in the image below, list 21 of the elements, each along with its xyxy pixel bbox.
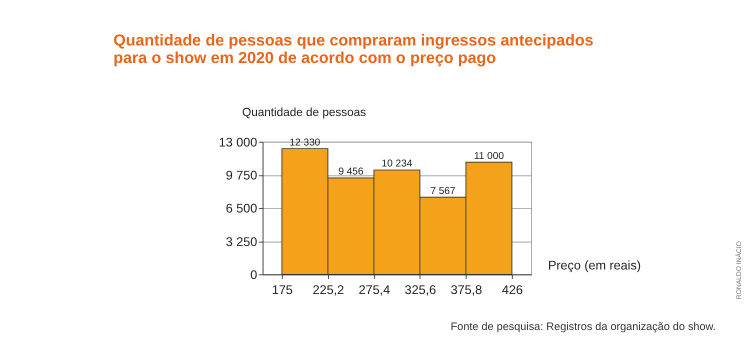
data-label: 10 234: [382, 158, 413, 170]
x-tick-label: 325,6: [404, 283, 436, 298]
y-axis-title: Quantidade de pessoas: [242, 106, 366, 120]
y-tick-label: 6 500: [226, 202, 258, 216]
x-tick-label: 175: [272, 283, 293, 298]
x-tick-label: 426: [502, 283, 523, 298]
x-tick-label: 275,4: [358, 283, 390, 298]
y-tick-label: 0: [250, 268, 258, 282]
y-tick-label: 13 000: [218, 135, 258, 150]
y-tick-label: 3 250: [226, 234, 258, 249]
x-tick-label: 375,8: [450, 283, 482, 298]
text: para o show em 2020 de acordo com o preço pago: [113, 50, 496, 67]
data-label: 12 330: [290, 137, 321, 148]
data-label: 11 000: [474, 150, 504, 162]
y-tick-label: 9 750: [226, 168, 258, 183]
data-label: 7 567: [430, 186, 456, 197]
data-label: 9 456: [338, 166, 364, 178]
x-axis-title: Preço (em reais): [548, 258, 641, 272]
source-note: Fonte de pesquisa: Registros da organização do show.: [450, 320, 716, 333]
text: Quantidade de pessoas que compraram ingressos antecipados: [113, 32, 594, 50]
x-tick-label: 225,2: [312, 283, 344, 298]
